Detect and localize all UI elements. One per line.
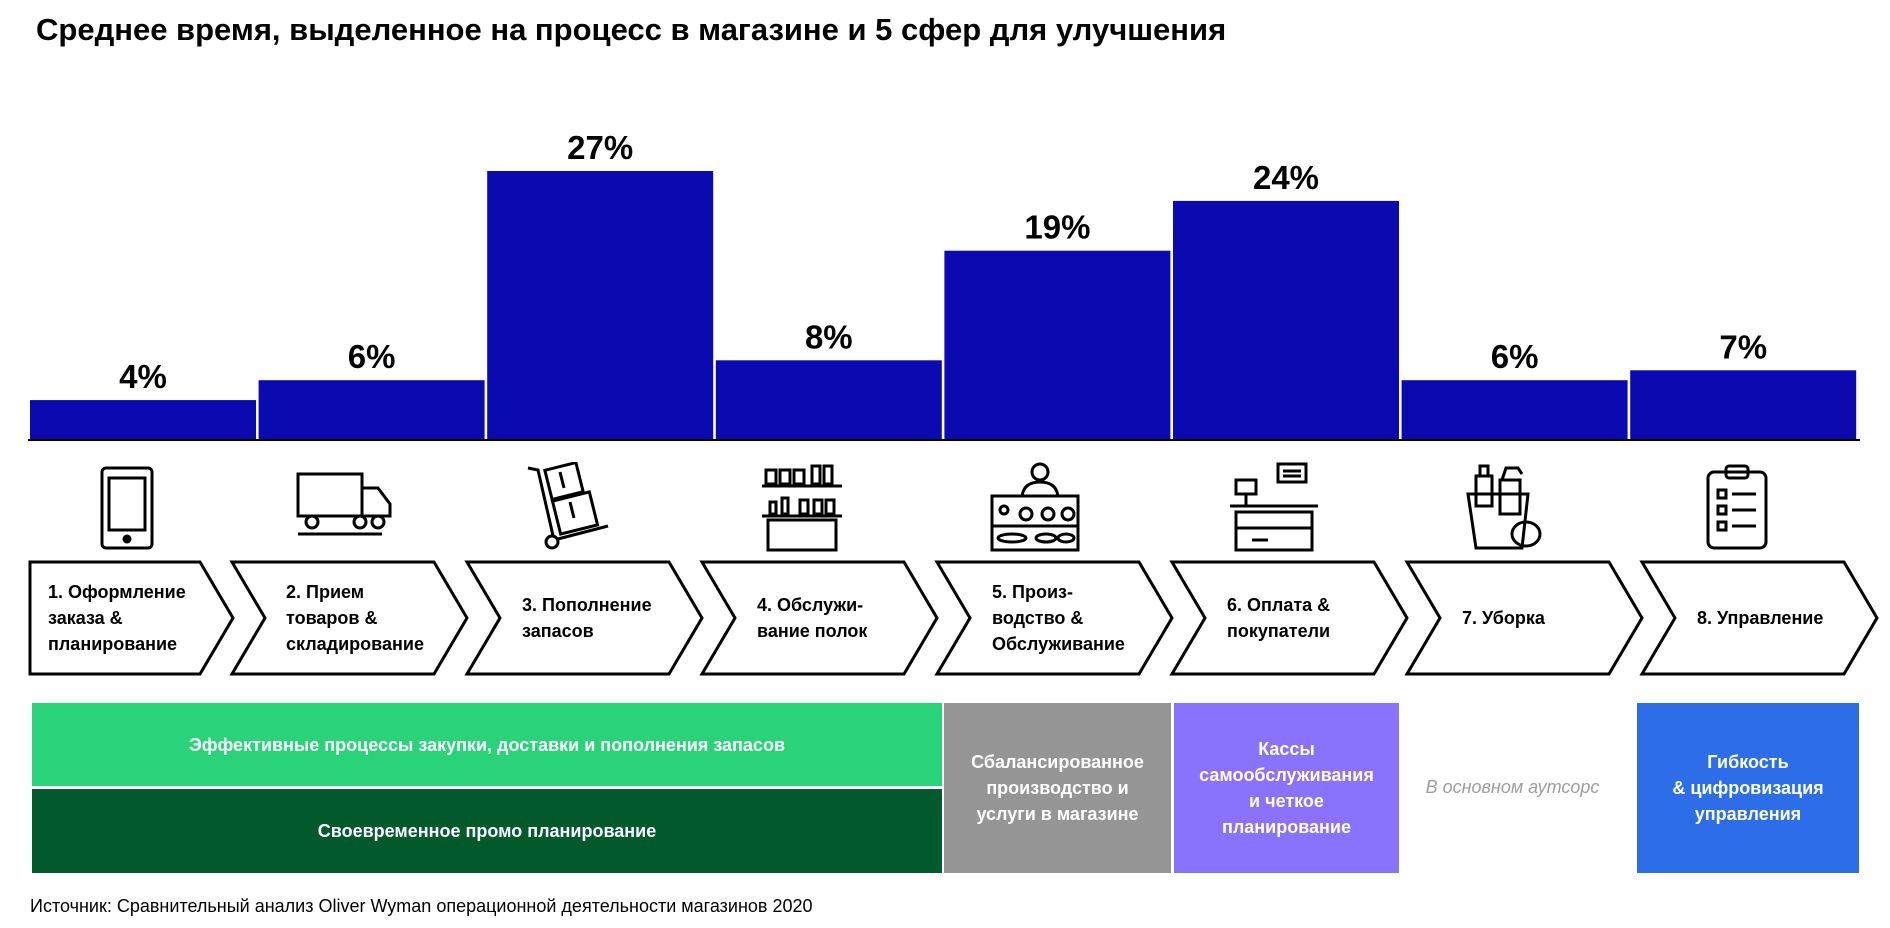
bar-value-label-1: 4% [119, 358, 167, 395]
cash-register-icon [1230, 462, 1318, 552]
bar-chart: 4% 6% 27% 8% 19% 24% 6% 7% [28, 129, 1879, 676]
bar-7 [1401, 380, 1628, 440]
bar-value-label-6: 24% [1253, 159, 1319, 196]
step-chevron-1 [28, 560, 235, 676]
management-area-box: Гибкость & цифровизация управления [1637, 703, 1859, 873]
bar-value-label-5: 19% [1024, 209, 1090, 246]
source-note: Источник: Сравнительный анализ Oliver Wy… [30, 896, 813, 916]
procurement-area-box: Эффективные процессы закупки, доставки и… [32, 703, 942, 786]
step-chevron-6 [1169, 560, 1409, 676]
bar-value-label-3: 27% [567, 129, 633, 166]
bar-value-label-8: 7% [1719, 328, 1767, 365]
bar-8 [1630, 370, 1857, 440]
step-chevron-8 [1639, 560, 1879, 676]
bar-value-label-4: 8% [805, 318, 853, 355]
checkout-area-box: Кассы самообслуживания и четкое планировани… [1174, 703, 1399, 873]
bar-6 [1173, 200, 1399, 440]
step-label-3: 3. Пополнение запасов [522, 595, 652, 641]
step-label-4: 4. Обслужи-вание полок [757, 595, 868, 641]
truck-icon [296, 472, 392, 536]
step-chevron-2 [229, 560, 469, 676]
bar-1 [30, 400, 256, 440]
step-label-1: 1. Оформление заказа & планирование [48, 582, 186, 654]
outsource-note: В основном аутсорс [1425, 776, 1600, 797]
step-chevron-5 [934, 560, 1174, 676]
bar-value-label-2: 6% [348, 338, 396, 375]
cleaning-bucket-icon [1466, 464, 1542, 550]
bar-5 [944, 250, 1171, 440]
step-label-8: 8. Управление [1697, 608, 1824, 628]
bar-2 [258, 380, 485, 440]
bakery-counter-icon [990, 462, 1080, 552]
shelf-icon [762, 464, 842, 552]
step-chevron-7 [1404, 560, 1644, 676]
step-label-7: 7. Уборка [1462, 608, 1545, 628]
step-chevron-3 [464, 560, 704, 676]
page-title: Среднее время, выделенное на процесс в м… [36, 12, 1227, 47]
clipboard-icon [1706, 464, 1768, 550]
bar-3 [487, 171, 714, 440]
production-area-box: Сбалансированное производство и услуги в м… [944, 703, 1171, 873]
step-label-6: 6. Оплата & покупатели [1227, 595, 1331, 641]
promo-area-text: Своевременное промо планирование [317, 821, 657, 841]
step-chevron-4 [699, 560, 939, 676]
procurement-area-text: Эффективные процессы закупки, доставки и… [188, 734, 786, 755]
bar-value-label-7: 6% [1491, 338, 1539, 375]
step-label-5: 5. Произ-водство & Обслуживание [992, 582, 1125, 654]
step-label-2: 2. Прием товаров & складирование [286, 582, 424, 654]
hand-truck-icon [527, 462, 609, 550]
promo-area-box: Своевременное промо планирование [32, 789, 942, 873]
bar-4 [715, 360, 942, 440]
tablet-icon [100, 466, 154, 550]
